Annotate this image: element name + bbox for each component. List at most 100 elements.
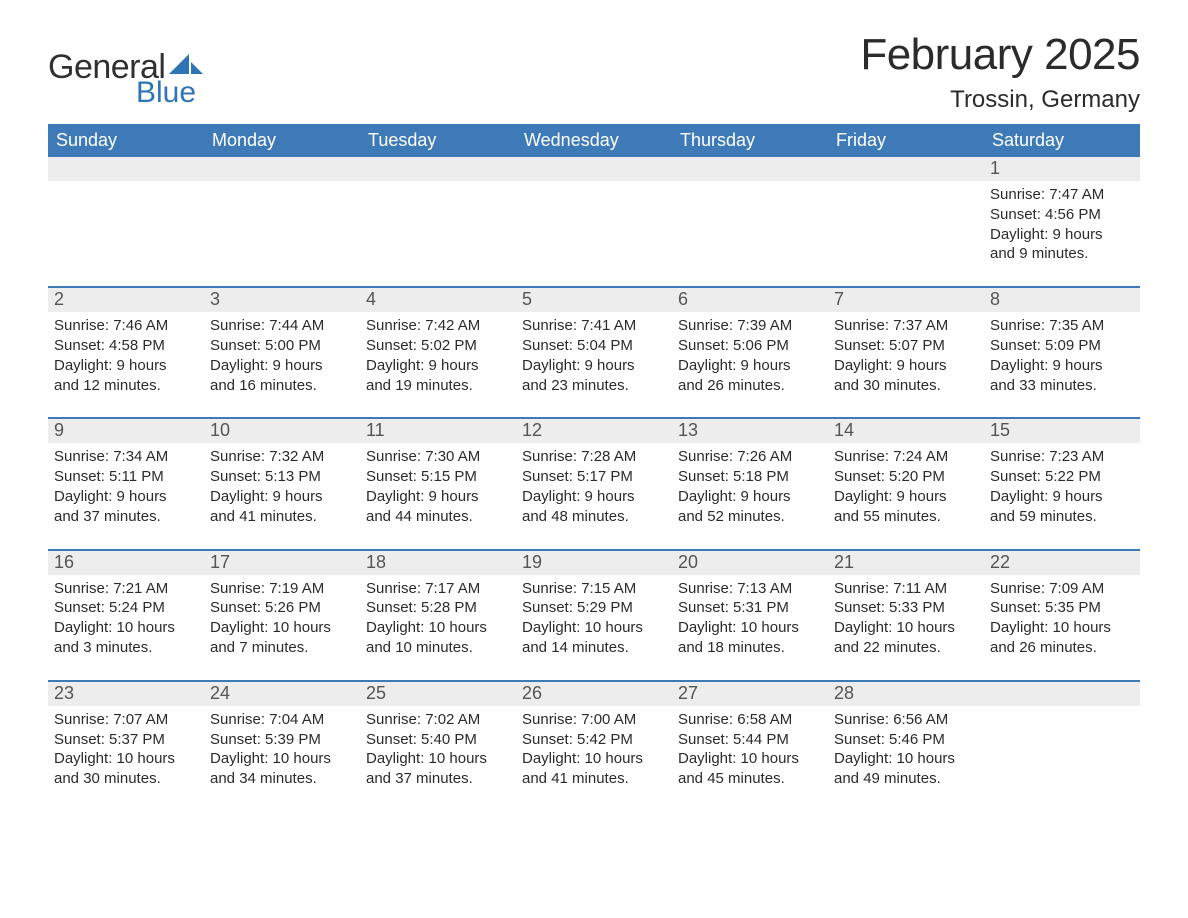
day-number: 3 (204, 288, 360, 312)
daylight-line1: Daylight: 9 hours (990, 225, 1134, 245)
daylight-line1: Daylight: 10 hours (54, 749, 198, 769)
daylight-line1: Daylight: 10 hours (54, 618, 198, 638)
day-number: 24 (204, 682, 360, 706)
day-header-wednesday: Wednesday (516, 124, 672, 157)
daylight-line2: and 23 minutes. (522, 376, 666, 396)
day-number: 6 (672, 288, 828, 312)
day-number: 16 (48, 551, 204, 575)
day-number: 13 (672, 419, 828, 443)
day-header-sunday: Sunday (48, 124, 204, 157)
daylight-line1: Daylight: 10 hours (990, 618, 1134, 638)
day-cell: 28Sunrise: 6:56 AMSunset: 5:46 PMDayligh… (828, 682, 984, 789)
day-number (828, 157, 984, 181)
day-number: 23 (48, 682, 204, 706)
daylight-line1: Daylight: 9 hours (366, 487, 510, 507)
day-details: Sunrise: 7:11 AMSunset: 5:33 PMDaylight:… (828, 575, 984, 658)
day-cell: 16Sunrise: 7:21 AMSunset: 5:24 PMDayligh… (48, 551, 204, 658)
day-cell: 7Sunrise: 7:37 AMSunset: 5:07 PMDaylight… (828, 288, 984, 395)
daylight-line1: Daylight: 9 hours (990, 356, 1134, 376)
daylight-line1: Daylight: 10 hours (678, 618, 822, 638)
day-cell: 15Sunrise: 7:23 AMSunset: 5:22 PMDayligh… (984, 419, 1140, 526)
daylight-line2: and 12 minutes. (54, 376, 198, 396)
sunset-text: Sunset: 5:04 PM (522, 336, 666, 356)
day-details: Sunrise: 7:17 AMSunset: 5:28 PMDaylight:… (360, 575, 516, 658)
day-number: 11 (360, 419, 516, 443)
logo: General Blue (48, 30, 203, 108)
daylight-line1: Daylight: 10 hours (522, 618, 666, 638)
day-details: Sunrise: 7:42 AMSunset: 5:02 PMDaylight:… (360, 312, 516, 395)
sunrise-text: Sunrise: 7:28 AM (522, 447, 666, 467)
day-cell: 8Sunrise: 7:35 AMSunset: 5:09 PMDaylight… (984, 288, 1140, 395)
daylight-line1: Daylight: 10 hours (210, 618, 354, 638)
day-number: 2 (48, 288, 204, 312)
daylight-line2: and 34 minutes. (210, 769, 354, 789)
sunrise-text: Sunrise: 7:24 AM (834, 447, 978, 467)
day-cell: 23Sunrise: 7:07 AMSunset: 5:37 PMDayligh… (48, 682, 204, 789)
day-cell: 9Sunrise: 7:34 AMSunset: 5:11 PMDaylight… (48, 419, 204, 526)
day-header-monday: Monday (204, 124, 360, 157)
daylight-line2: and 30 minutes. (54, 769, 198, 789)
daylight-line1: Daylight: 10 hours (834, 749, 978, 769)
page-header: General Blue February 2025 Trossin, Germ… (48, 30, 1140, 114)
day-details: Sunrise: 7:46 AMSunset: 4:58 PMDaylight:… (48, 312, 204, 395)
day-number: 20 (672, 551, 828, 575)
day-number (672, 157, 828, 181)
sunrise-text: Sunrise: 7:04 AM (210, 710, 354, 730)
sunset-text: Sunset: 5:26 PM (210, 598, 354, 618)
sunrise-text: Sunrise: 7:09 AM (990, 579, 1134, 599)
day-number: 18 (360, 551, 516, 575)
day-details: Sunrise: 7:47 AMSunset: 4:56 PMDaylight:… (984, 181, 1140, 264)
day-number: 28 (828, 682, 984, 706)
daylight-line2: and 41 minutes. (210, 507, 354, 527)
sunrise-text: Sunrise: 7:00 AM (522, 710, 666, 730)
day-cell: 2Sunrise: 7:46 AMSunset: 4:58 PMDaylight… (48, 288, 204, 395)
day-details: Sunrise: 6:56 AMSunset: 5:46 PMDaylight:… (828, 706, 984, 789)
sunrise-text: Sunrise: 7:21 AM (54, 579, 198, 599)
day-header-saturday: Saturday (984, 124, 1140, 157)
daylight-line1: Daylight: 10 hours (366, 749, 510, 769)
calendar-week: 1Sunrise: 7:47 AMSunset: 4:56 PMDaylight… (48, 157, 1140, 264)
day-header-thursday: Thursday (672, 124, 828, 157)
daylight-line1: Daylight: 9 hours (990, 487, 1134, 507)
sunrise-text: Sunrise: 7:07 AM (54, 710, 198, 730)
daylight-line2: and 9 minutes. (990, 244, 1134, 264)
day-cell (984, 682, 1140, 789)
daylight-line2: and 7 minutes. (210, 638, 354, 658)
day-details: Sunrise: 7:44 AMSunset: 5:00 PMDaylight:… (204, 312, 360, 395)
day-details: Sunrise: 7:00 AMSunset: 5:42 PMDaylight:… (516, 706, 672, 789)
day-details: Sunrise: 6:58 AMSunset: 5:44 PMDaylight:… (672, 706, 828, 789)
day-details: Sunrise: 7:39 AMSunset: 5:06 PMDaylight:… (672, 312, 828, 395)
sunrise-text: Sunrise: 7:32 AM (210, 447, 354, 467)
day-details: Sunrise: 7:15 AMSunset: 5:29 PMDaylight:… (516, 575, 672, 658)
day-cell (204, 157, 360, 264)
sunset-text: Sunset: 5:33 PM (834, 598, 978, 618)
sunrise-text: Sunrise: 7:41 AM (522, 316, 666, 336)
daylight-line2: and 14 minutes. (522, 638, 666, 658)
sunset-text: Sunset: 5:22 PM (990, 467, 1134, 487)
daylight-line1: Daylight: 10 hours (834, 618, 978, 638)
daylight-line2: and 52 minutes. (678, 507, 822, 527)
logo-word-blue: Blue (136, 78, 203, 108)
day-cell: 19Sunrise: 7:15 AMSunset: 5:29 PMDayligh… (516, 551, 672, 658)
day-details: Sunrise: 7:13 AMSunset: 5:31 PMDaylight:… (672, 575, 828, 658)
day-number: 5 (516, 288, 672, 312)
sunset-text: Sunset: 5:13 PM (210, 467, 354, 487)
day-cell: 17Sunrise: 7:19 AMSunset: 5:26 PMDayligh… (204, 551, 360, 658)
day-number: 22 (984, 551, 1140, 575)
day-cell: 13Sunrise: 7:26 AMSunset: 5:18 PMDayligh… (672, 419, 828, 526)
daylight-line1: Daylight: 9 hours (522, 487, 666, 507)
sunset-text: Sunset: 5:40 PM (366, 730, 510, 750)
daylight-line1: Daylight: 9 hours (678, 356, 822, 376)
day-number (204, 157, 360, 181)
sunset-text: Sunset: 5:06 PM (678, 336, 822, 356)
sunset-text: Sunset: 5:35 PM (990, 598, 1134, 618)
sunset-text: Sunset: 4:58 PM (54, 336, 198, 356)
calendar-week: 23Sunrise: 7:07 AMSunset: 5:37 PMDayligh… (48, 680, 1140, 789)
daylight-line1: Daylight: 9 hours (834, 356, 978, 376)
sunrise-text: Sunrise: 6:58 AM (678, 710, 822, 730)
day-number: 25 (360, 682, 516, 706)
day-number: 4 (360, 288, 516, 312)
sunset-text: Sunset: 5:11 PM (54, 467, 198, 487)
calendar: Sunday Monday Tuesday Wednesday Thursday… (48, 124, 1140, 789)
day-details: Sunrise: 7:23 AMSunset: 5:22 PMDaylight:… (984, 443, 1140, 526)
